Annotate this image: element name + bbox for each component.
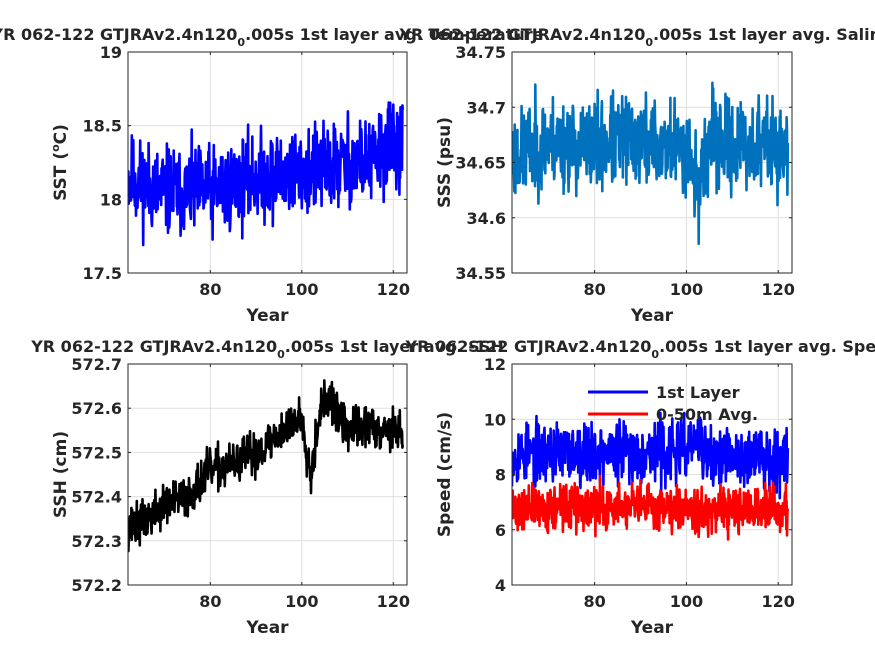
axes-frame bbox=[127, 51, 408, 274]
chart-panel-3: 80 100 120572.2572.3572.4572.5572.6572.7Ye… bbox=[30, 337, 504, 638]
x-tick-label: 120 bbox=[762, 592, 795, 611]
chart-title-text: YR 062-122 GTJRAv2.4n120 bbox=[405, 337, 652, 356]
y-tick-label: 17.5 bbox=[83, 264, 122, 283]
chart-title-text: .005s 1st layer avg. Temperature bbox=[245, 25, 544, 44]
x-tick-label: 80 bbox=[199, 280, 221, 299]
y-tick-label: 34.75 bbox=[455, 43, 506, 62]
y-tick-label: 572.5 bbox=[71, 443, 122, 462]
chart-title-text: .005s 1st layer avg. Salinity bbox=[653, 25, 875, 44]
series-group bbox=[512, 411, 790, 541]
y-axis-label-text: C) bbox=[51, 124, 71, 144]
y-tick-label: 4 bbox=[495, 576, 506, 595]
y-tick-label: 6 bbox=[495, 521, 506, 540]
x-axis-label: Year bbox=[245, 618, 289, 638]
x-tick-label: 100 bbox=[670, 280, 703, 299]
x-tick-label: 100 bbox=[285, 280, 318, 299]
series-group bbox=[512, 81, 790, 245]
y-tick-label: 18.5 bbox=[83, 117, 122, 136]
y-tick-label: 34.6 bbox=[467, 209, 506, 228]
y-axis-label-superscript: o bbox=[49, 144, 62, 152]
series-group bbox=[128, 101, 405, 247]
chart-title: YR 062-122 GTJRAv2.4n1200.005s 1st layer… bbox=[405, 337, 875, 361]
y-axis-label-text: SSH (cm) bbox=[51, 431, 71, 518]
y-tick-label: 19 bbox=[100, 43, 122, 62]
chart-title-text: YR 062-122 GTJRAv2.4n120 bbox=[30, 337, 277, 356]
y-tick-label: 18 bbox=[100, 190, 122, 209]
y-tick-label: 572.2 bbox=[71, 576, 122, 595]
y-axis-label-text: SST ( bbox=[51, 152, 71, 201]
y-axis-label: SSS (psu) bbox=[435, 117, 455, 208]
y-axis-label: SST (oC) bbox=[49, 124, 71, 201]
x-tick-label: 120 bbox=[762, 280, 795, 299]
chart-panel-4: 80 100 120 4 6 8 10 12 Year Speed (cm/s) YR 062-12… bbox=[405, 337, 875, 638]
x-tick-label: 80 bbox=[583, 592, 605, 611]
chart-panel-1: 80 100 120 17.5 18 18.5 19 Year SST (oC) YR 062-1… bbox=[0, 25, 544, 326]
chart-title-text: YR 062-122 GTJRAv2.4n120 bbox=[0, 25, 237, 44]
y-tick-label: 572.3 bbox=[71, 532, 122, 551]
legend: 1st Layer 0-50m Avg. bbox=[588, 383, 758, 424]
y-axis-label-text: Speed (cm/s) bbox=[435, 412, 455, 537]
x-tick-label: 120 bbox=[377, 280, 410, 299]
chart-title: YR 062-122 GTJRAv2.4n1200.005s 1st layer… bbox=[0, 25, 544, 49]
chart-title-subscript: 0 bbox=[277, 348, 285, 361]
legend-label-2: 0-50m Avg. bbox=[656, 405, 758, 424]
series-line-1 bbox=[128, 379, 405, 553]
chart-panel-2: 80 100 120 34.55 34.6 34.65 34.7 34.75 Year SSS (… bbox=[398, 25, 875, 326]
chart-title-subscript: 0 bbox=[237, 36, 245, 49]
chart-title-text: .005s 1st layer avg. Speed bbox=[659, 337, 875, 356]
series-group bbox=[128, 379, 405, 553]
y-axis-label-text: SSS (psu) bbox=[435, 117, 455, 208]
y-axis-label: SSH (cm) bbox=[51, 431, 71, 518]
chart-title: YR 062-122 GTJRAv2.4n1200.005s 1st layer… bbox=[398, 25, 875, 49]
y-tick-label: 34.7 bbox=[467, 98, 506, 117]
y-tick-label: 34.65 bbox=[455, 154, 506, 173]
y-tick-label: 8 bbox=[495, 466, 506, 485]
series-line-1 bbox=[512, 411, 790, 500]
y-tick-label: 572.7 bbox=[71, 355, 122, 374]
plot-area bbox=[128, 364, 407, 585]
y-tick-label: 34.55 bbox=[455, 264, 506, 283]
x-tick-label: 100 bbox=[670, 592, 703, 611]
x-tick-label: 80 bbox=[583, 280, 605, 299]
y-tick-label: 12 bbox=[484, 355, 506, 374]
series-line-1 bbox=[512, 81, 790, 245]
legend-label-1: 1st Layer bbox=[656, 383, 740, 402]
y-tick-label: 10 bbox=[484, 410, 506, 429]
series-line-1 bbox=[128, 101, 405, 247]
axes-frame bbox=[127, 363, 408, 586]
chart-title: YR 062-122 GTJRAv2.4n1200.005s 1st layer… bbox=[30, 337, 504, 361]
x-tick-label: 120 bbox=[377, 592, 410, 611]
y-tick-label: 572.6 bbox=[71, 399, 122, 418]
x-axis-label: Year bbox=[245, 306, 289, 326]
y-axis-label: Speed (cm/s) bbox=[435, 412, 455, 537]
y-tick-label: 572.4 bbox=[71, 488, 122, 507]
chart-title-subscript: 0 bbox=[645, 36, 653, 49]
chart-title-subscript: 0 bbox=[651, 348, 659, 361]
x-tick-label: 100 bbox=[285, 592, 318, 611]
x-tick-label: 80 bbox=[199, 592, 221, 611]
x-axis-label: Year bbox=[630, 618, 674, 638]
chart-title-text: .005s 1st layer avg. SSH bbox=[285, 337, 504, 356]
series-line-2 bbox=[512, 474, 790, 541]
x-axis-label: Year bbox=[630, 306, 674, 326]
chart-title-text: YR 062-122 GTJRAv2.4n120 bbox=[398, 25, 645, 44]
